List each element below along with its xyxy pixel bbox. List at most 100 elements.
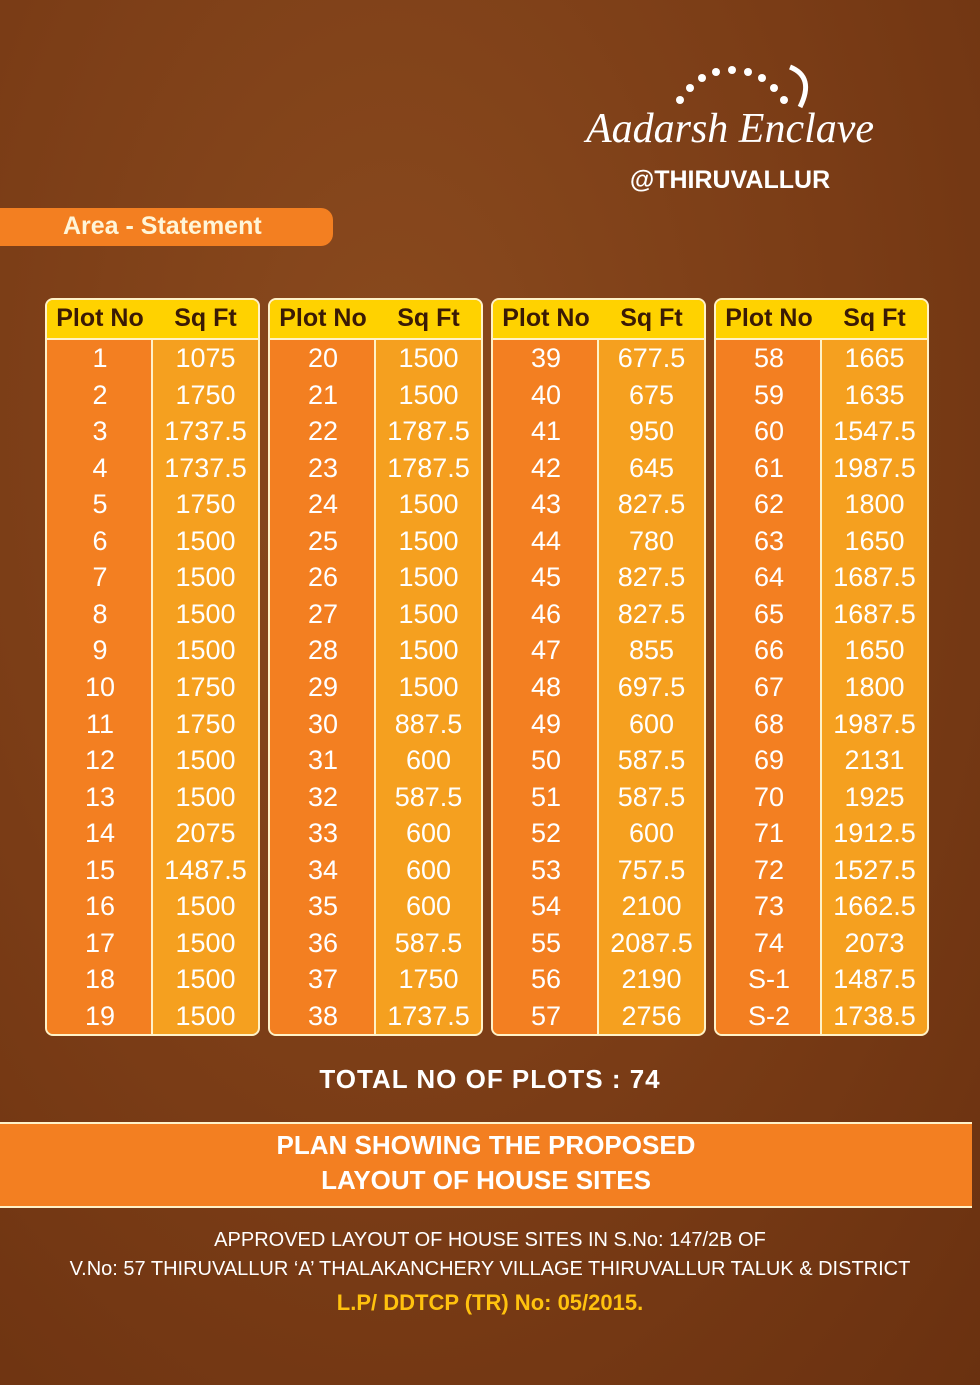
plot-no: 1: [92, 343, 108, 374]
sq-ft: 1500: [175, 927, 236, 958]
plot-no: 30: [307, 708, 339, 739]
plot-no: 68: [753, 708, 785, 739]
plot-no: 13: [84, 781, 116, 812]
plot-no: 57: [530, 1000, 562, 1031]
plot-no: 2: [92, 379, 108, 410]
banner: [0, 1122, 972, 1208]
sq-ft: 1912.5: [833, 818, 916, 849]
plot-no: 17: [84, 927, 116, 958]
sq-ft: 645: [628, 452, 675, 483]
plot-no: 73: [753, 891, 785, 922]
plot-no: 29: [307, 672, 339, 702]
sq-ft: 887.5: [394, 708, 463, 739]
plot-no: 15: [84, 854, 116, 885]
plot-column: [493, 340, 599, 1034]
plot-no: 69: [753, 745, 785, 776]
plot-no: 74: [753, 927, 785, 958]
sq-ft: 587.5: [617, 745, 686, 776]
sq-ft: 1500: [175, 635, 236, 666]
table-header: Plot No Sq Ft: [493, 300, 704, 340]
plot-no: 62: [753, 489, 785, 520]
sq-ft: 1987.5: [833, 452, 916, 483]
plot-no: 52: [530, 818, 562, 849]
sq-ft: 1075: [175, 343, 236, 374]
column-header: Sq Ft: [174, 304, 237, 332]
sq-ft: 1500: [175, 1000, 236, 1031]
plot-no: 41: [530, 416, 562, 447]
sq-ft: 1750: [175, 672, 236, 702]
plot-no: 45: [530, 562, 562, 593]
plot-no: 40: [530, 379, 562, 410]
sq-ft: 1500: [398, 525, 459, 556]
plot-no: 47: [530, 635, 562, 666]
sq-ft: 1662.5: [833, 891, 916, 922]
sq-ft: 1547.5: [833, 416, 916, 447]
sq-ft: 1500: [398, 635, 459, 666]
sq-ft: 1500: [398, 562, 459, 593]
plot-no: 5: [92, 489, 108, 520]
sq-ft: 675: [628, 379, 675, 410]
sq-ft: 1737.5: [164, 416, 247, 447]
location: @THIRUVALLUR: [629, 166, 831, 194]
plot-no: 61: [753, 452, 785, 483]
sq-ft: 827.5: [617, 598, 686, 629]
plot-no: 63: [753, 525, 785, 556]
column-header: Sq Ft: [843, 304, 906, 332]
sq-ft: 2073: [844, 927, 905, 958]
plot-no: 3: [92, 416, 108, 447]
plot-no: 22: [307, 416, 339, 447]
sq-ft: 587.5: [394, 781, 463, 812]
plot-no: 23: [307, 452, 339, 483]
plot-no: 55: [530, 927, 562, 958]
sq-ft: 1687.5: [833, 598, 916, 629]
plot-no: 27: [307, 598, 339, 629]
sq-ft: 827.5: [617, 489, 686, 520]
plot-no: 25: [307, 525, 339, 556]
sq-ft: 587.5: [617, 781, 686, 812]
plot-no: 72: [753, 854, 785, 885]
sq-ft: 2131: [844, 745, 905, 776]
tab-bar: [0, 208, 333, 246]
plot-no: 35: [307, 891, 339, 922]
sq-ft: 780: [628, 525, 675, 556]
plot-no: 32: [307, 781, 339, 812]
plot-table: Plot No Sq Ft 1 1075 2 1750 3 1737.5 4 1737.5 5 175…: [45, 298, 260, 1036]
plot-no: 70: [753, 781, 785, 812]
sq-ft: 1500: [175, 781, 236, 812]
sq-ft: 827.5: [617, 562, 686, 593]
sq-ft: 1787.5: [387, 416, 470, 447]
plot-no: 48: [530, 672, 562, 702]
plot-no: 71: [753, 818, 785, 849]
plot-no: S-1: [747, 964, 791, 995]
sq-ft: 2190: [621, 964, 682, 995]
sq-ft: 1500: [175, 562, 236, 593]
sq-ft: 1800: [844, 672, 905, 702]
logo-ornament: [676, 64, 809, 109]
plot-no: 4: [92, 452, 108, 483]
sq-ft: 950: [628, 416, 675, 447]
sq-ft: 1487.5: [833, 964, 916, 995]
plot-no: 54: [530, 891, 562, 922]
banner-line: PLAN SHOWING THE PROPOSED: [276, 1130, 696, 1160]
sq-ft: 600: [405, 745, 452, 776]
plot-no: 37: [307, 964, 339, 995]
tab-title: Area - Statement: [63, 212, 262, 240]
plot-no: 39: [530, 343, 562, 374]
sq-ft: 1500: [398, 379, 459, 410]
column-header: Sq Ft: [620, 304, 683, 332]
plot-no: 6: [92, 525, 108, 556]
plot-no: 33: [307, 818, 339, 849]
footer-line: V.No: 57 THIRUVALLUR ‘A’ THALAKANCHERY V…: [69, 1258, 911, 1280]
plot-column: [270, 340, 376, 1034]
column-header: Sq Ft: [397, 304, 460, 332]
sq-ft: 855: [628, 635, 675, 666]
plot-no: 65: [753, 598, 785, 629]
sq-ft: 1750: [175, 489, 236, 520]
plot-no: 49: [530, 708, 562, 739]
plot-no: 51: [530, 781, 562, 812]
table-header: Plot No Sq Ft: [47, 300, 258, 340]
sq-ft: 2100: [621, 891, 682, 922]
sq-ft: 1737.5: [164, 452, 247, 483]
approval-no: L.P/ DDTCP (TR) No: 05/2015.: [336, 1290, 644, 1315]
